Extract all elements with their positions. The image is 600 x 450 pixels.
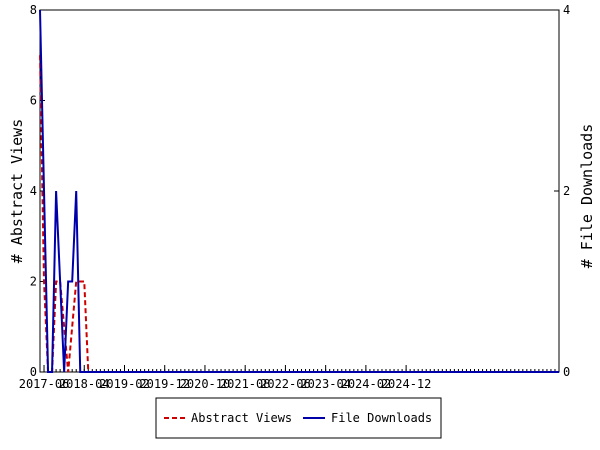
x-tick-label: 2024-12 (381, 377, 432, 391)
plot-area (39, 9, 560, 373)
series-layer (39, 9, 559, 373)
legend: Abstract Views File Downloads (155, 397, 442, 439)
x-tick-label: 2022-06 (260, 377, 311, 391)
x-tick-label: 2021-08 (220, 377, 271, 391)
left-tick-label: 6 (30, 94, 37, 108)
right-tick-label: 0 (563, 365, 570, 379)
left-tick-label: 2 (30, 275, 37, 289)
x-tick-label: 2017-06 (19, 377, 70, 391)
left-tick-label: 4 (30, 184, 37, 198)
legend-label-abstract-views: Abstract Views (191, 411, 292, 425)
x-tick-label: 2018-04 (59, 377, 110, 391)
legend-box (155, 397, 442, 439)
x-tick-label: 2024-02 (341, 377, 392, 391)
right-axis-title: # File Downloads (578, 124, 596, 269)
x-tick-label: 2020-10 (180, 377, 231, 391)
left-tick-label: 8 (30, 3, 37, 17)
left-tick-label: 0 (30, 365, 37, 379)
legend-label-file-downloads: File Downloads (331, 411, 432, 425)
series-line-file-downloads (39, 9, 559, 373)
right-tick-label: 2 (563, 184, 570, 198)
x-axis-ticks: 2017-062018-042019-022019-122020-102021-… (19, 365, 432, 391)
x-tick-label: 2019-12 (139, 377, 190, 391)
x-tick-label: 2019-02 (99, 377, 150, 391)
right-tick-label: 4 (563, 3, 570, 17)
left-axis-title: # Abstract Views (8, 119, 26, 264)
x-tick-label: 2023-04 (300, 377, 351, 391)
